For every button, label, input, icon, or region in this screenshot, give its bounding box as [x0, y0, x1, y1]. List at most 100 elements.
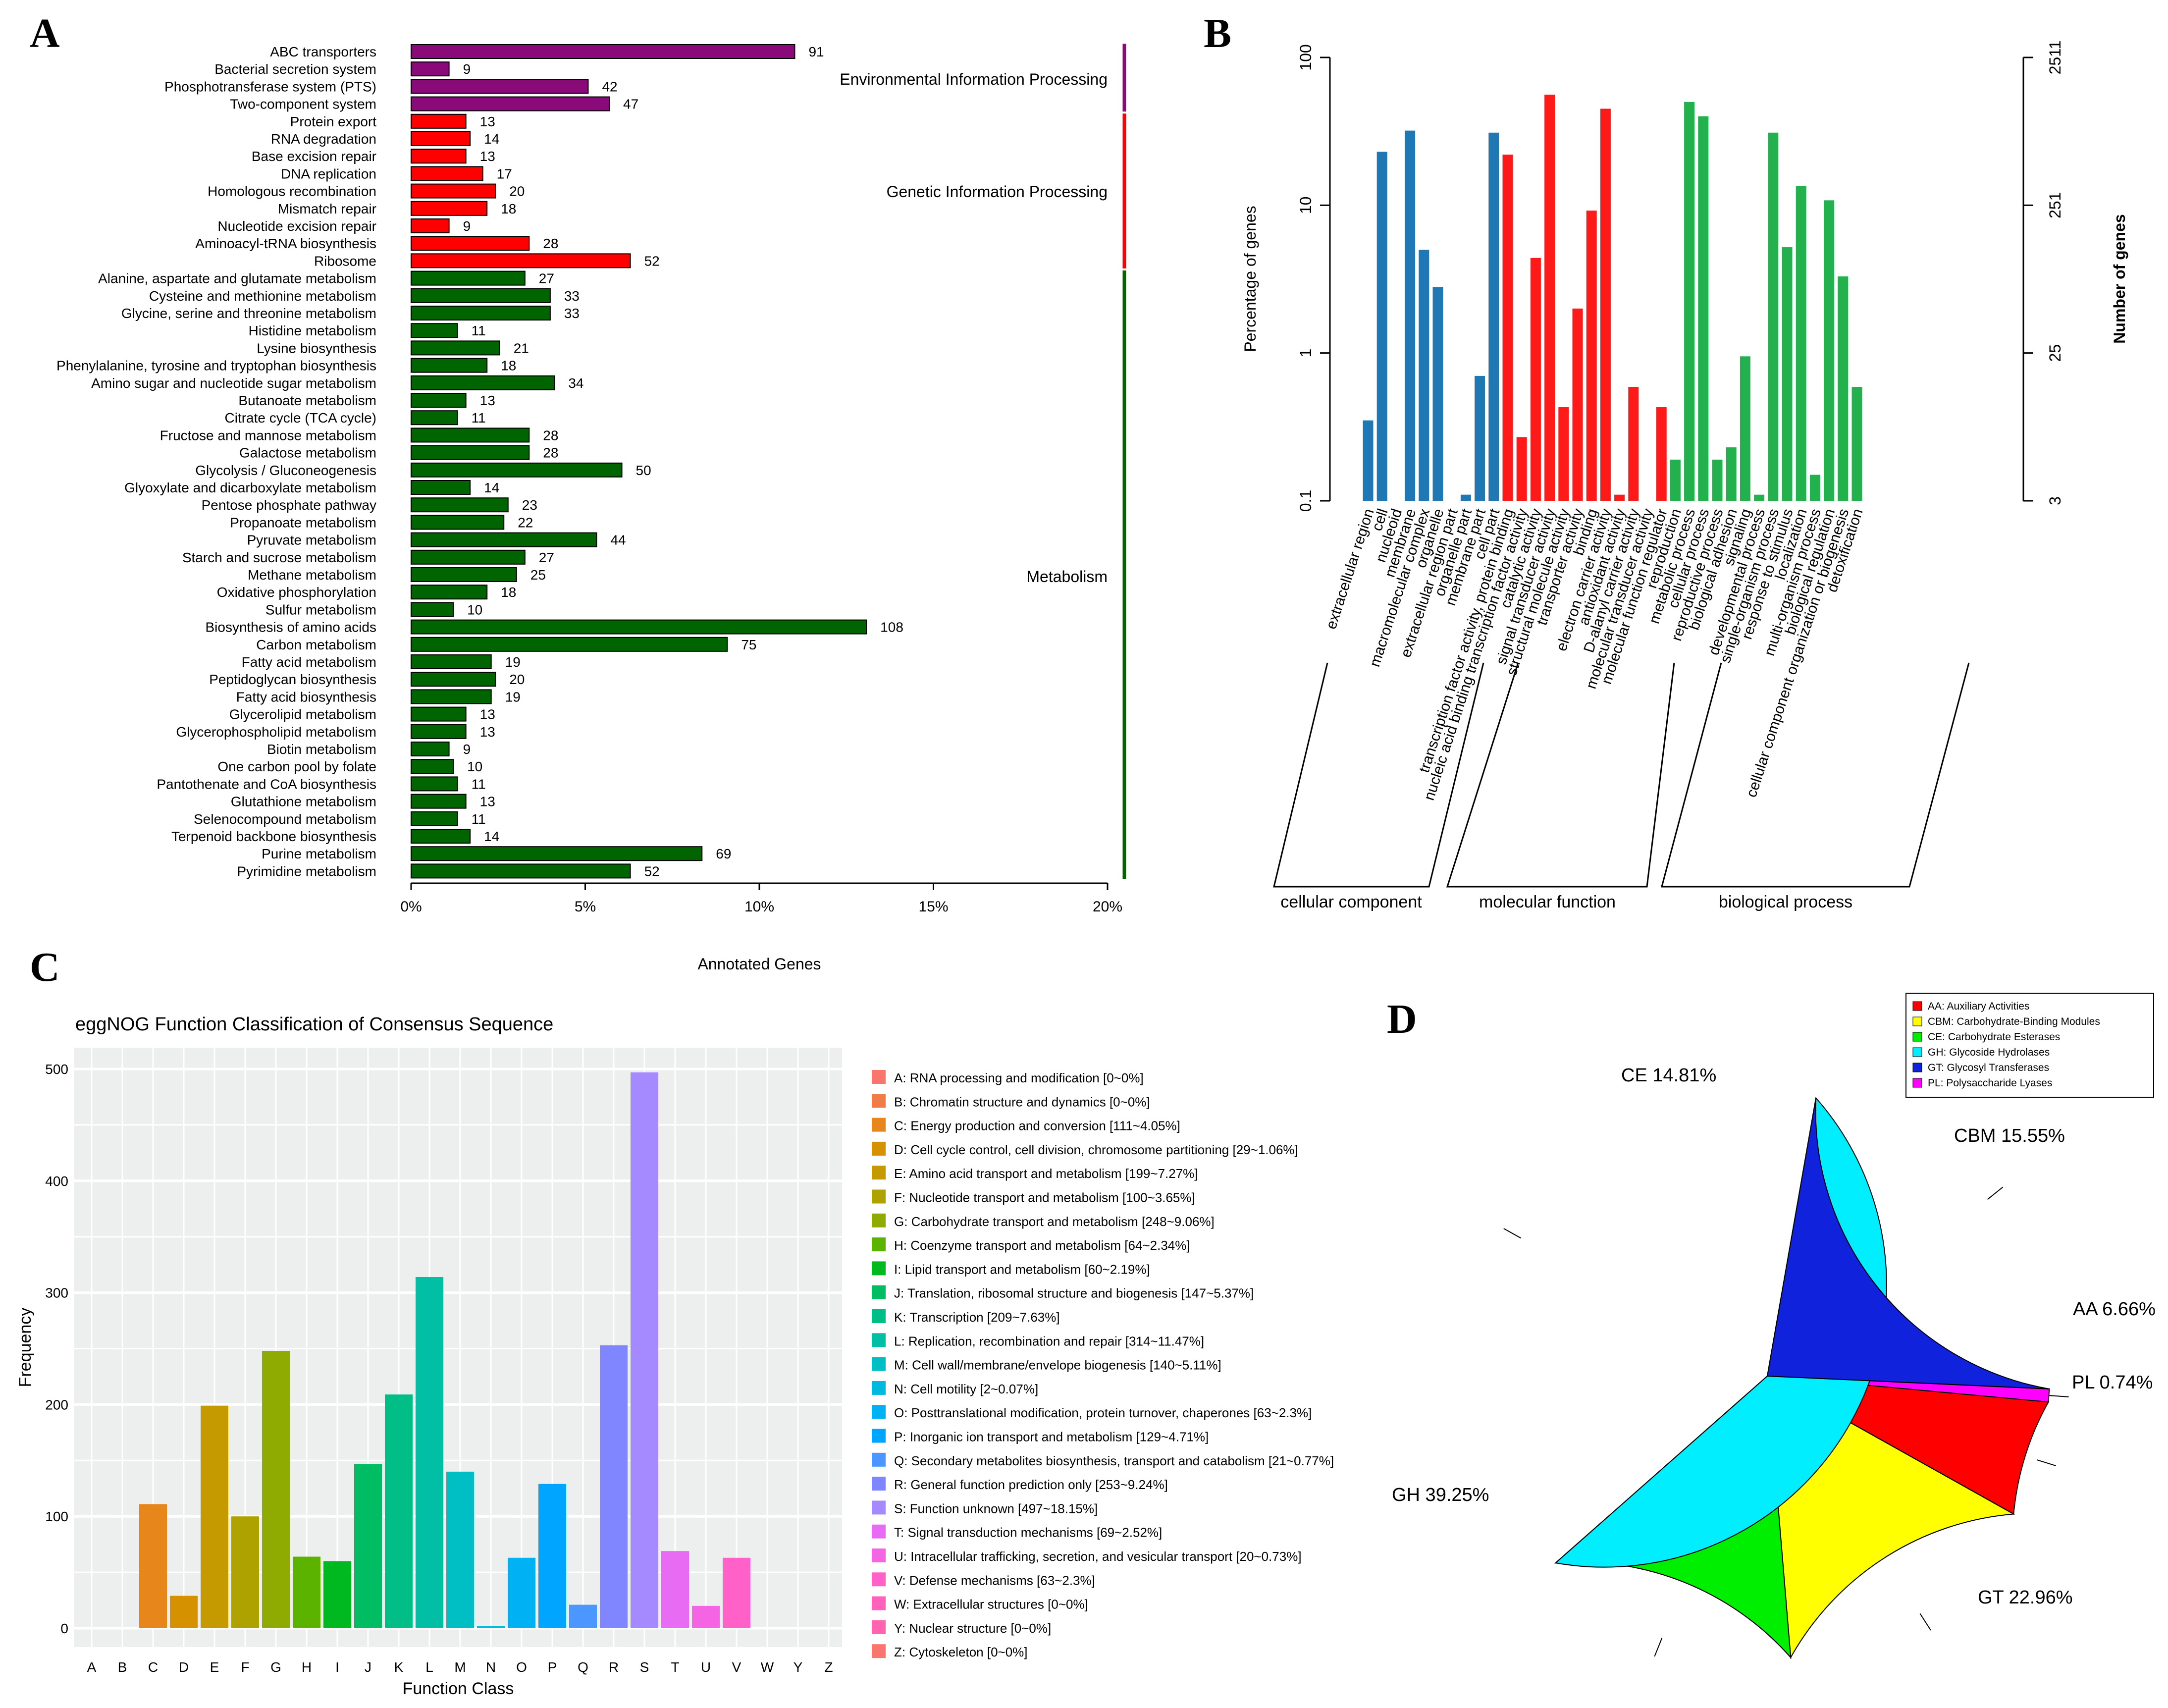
- kegg-category-label: Galactose metabolism: [239, 445, 376, 461]
- kegg-bar: [411, 863, 631, 879]
- kegg-value-label: 27: [539, 271, 554, 286]
- kegg-bar: [411, 306, 551, 320]
- go-group-bracket: [1273, 662, 1484, 888]
- pie-slice-label: GT 22.96%: [1978, 1587, 2073, 1608]
- go-bar: [1460, 494, 1471, 501]
- pie-slice-label: CBM 15.55%: [1954, 1125, 2065, 1146]
- eggnog-legend-label: D: Cell cycle control, cell division, ch…: [894, 1142, 1298, 1157]
- kegg-category-label: Pyrimidine metabolism: [237, 863, 376, 879]
- kegg-bar: [411, 113, 467, 129]
- eggnog-x-tick-label: S: [640, 1659, 649, 1675]
- eggnog-legend-label: I: Lipid transport and metabolism [60~2.…: [894, 1262, 1150, 1277]
- eggnog-bar: [631, 1072, 658, 1628]
- kegg-x-tick-label: 5%: [575, 899, 596, 915]
- eggnog-legend-label: C: Energy production and conversion [111…: [894, 1119, 1180, 1133]
- go-bar: [1600, 108, 1611, 501]
- eggnog-legend-label: G: Carbohydrate transport and metabolism…: [894, 1214, 1215, 1229]
- eggnog-x-tick-label: Z: [824, 1659, 833, 1675]
- go-bar: [1405, 130, 1416, 501]
- pie-slice: [1766, 1098, 2050, 1389]
- eggnog-x-tick-label: H: [302, 1659, 312, 1675]
- kegg-value-label: 13: [480, 707, 495, 722]
- eggnog-x-tick-label: K: [394, 1659, 404, 1675]
- kegg-value-label: 20: [509, 672, 525, 687]
- eggnog-x-tick-label: J: [365, 1659, 371, 1675]
- kegg-value-label: 19: [505, 689, 521, 704]
- kegg-value-label: 69: [716, 846, 731, 861]
- panel-letter-d: D: [1387, 996, 1417, 1042]
- kegg-category-label: Homologous recombination: [208, 184, 376, 199]
- eggnog-x-tick-label: I: [335, 1659, 339, 1675]
- go-group-label: molecular function: [1479, 893, 1616, 911]
- go-bar: [1614, 494, 1625, 501]
- kegg-group-label: Environmental Information Processing: [840, 70, 1108, 88]
- eggnog-y-axis-title: Frequency: [16, 1308, 35, 1388]
- eggnog-x-tick-label: T: [671, 1659, 679, 1675]
- go-group-label: cellular component: [1280, 893, 1422, 911]
- go-bar: [1572, 308, 1583, 501]
- go-bar: [1740, 356, 1750, 501]
- kegg-bar: [411, 654, 492, 669]
- pie-legend-label: CBM: Carbohydrate-Binding Modules: [1928, 1016, 2100, 1027]
- kegg-category-label: Glyoxylate and dicarboxylate metabolism: [124, 480, 376, 495]
- kegg-category-label: Glycolysis / Gluconeogenesis: [195, 463, 376, 478]
- kegg-value-label: 18: [501, 201, 516, 216]
- eggnog-bar: [262, 1351, 290, 1628]
- pie-leader-line: [1654, 1638, 1663, 1657]
- kegg-bar: [411, 410, 458, 426]
- pie-leader-line: [1987, 1186, 2004, 1200]
- eggnog-bar: [723, 1557, 750, 1628]
- kegg-bar: [411, 44, 795, 59]
- eggnog-legend-label: F: Nucleotide transport and metabolism […: [894, 1190, 1195, 1205]
- kegg-value-label: 18: [501, 585, 516, 600]
- kegg-value-label: 13: [480, 149, 495, 164]
- go-bar: [1656, 407, 1667, 501]
- eggnog-legend-label: Y: Nuclear structure [0~0%]: [894, 1621, 1051, 1636]
- kegg-x-tick-label: 20%: [1093, 899, 1122, 915]
- kegg-category-label: Glycine, serine and threonine metabolism: [121, 306, 376, 321]
- kegg-value-label: 91: [808, 44, 824, 59]
- kegg-bar: [411, 358, 488, 373]
- kegg-category-label: Glycerolipid metabolism: [229, 707, 376, 722]
- kegg-bar: [411, 131, 471, 146]
- kegg-bar: [411, 201, 488, 216]
- pie-legend-swatch: [1912, 1032, 1922, 1042]
- kegg-bar: [411, 497, 509, 513]
- panel-d-cazy-pie: PL 0.74% AA 6.66% CBM 15.55% CE 14.81% GH 39…: [1392, 993, 2156, 1659]
- kegg-value-label: 11: [472, 323, 486, 338]
- eggnog-legend-swatch: [872, 1596, 886, 1610]
- pie-legend-label: GH: Glycoside Hydrolases: [1928, 1047, 2050, 1058]
- kegg-category-label: Citrate cycle (TCA cycle): [225, 410, 377, 426]
- kegg-category-label: Histidine metabolism: [249, 323, 376, 338]
- kegg-value-label: 9: [463, 218, 471, 234]
- go-bar: [1628, 387, 1639, 501]
- kegg-bar: [411, 96, 610, 111]
- eggnog-bar: [508, 1557, 535, 1628]
- eggnog-x-tick-label: B: [118, 1659, 127, 1675]
- kegg-bar: [411, 515, 505, 530]
- eggnog-legend-swatch: [872, 1309, 886, 1323]
- kegg-category-label: Base excision repair: [252, 149, 376, 164]
- eggnog-bar: [139, 1504, 167, 1628]
- kegg-category-label: Mismatch repair: [278, 201, 376, 216]
- eggnog-legend-swatch: [872, 1285, 886, 1299]
- panel-letter-c: C: [30, 944, 60, 990]
- eggnog-x-tick-label: L: [425, 1659, 433, 1675]
- go-bar: [1768, 132, 1779, 501]
- eggnog-legend-label: L: Replication, recombination and repair…: [894, 1334, 1204, 1348]
- kegg-bar: [411, 706, 467, 722]
- eggnog-legend-label: N: Cell motility [2~0.07%]: [894, 1382, 1038, 1396]
- eggnog-legend-label: V: Defense mechanisms [63~2.3%]: [894, 1573, 1095, 1588]
- eggnog-x-axis-title: Function Class: [403, 1679, 514, 1698]
- kegg-category-label: Fatty acid metabolism: [242, 654, 376, 670]
- pie-legend-label: AA: Auxiliary Activities: [1928, 1001, 2029, 1012]
- go-bar: [1516, 437, 1527, 501]
- eggnog-legend-swatch: [872, 1405, 886, 1419]
- eggnog-x-tick-label: O: [516, 1659, 527, 1675]
- eggnog-legend-swatch: [872, 1644, 886, 1658]
- eggnog-bar: [446, 1471, 474, 1628]
- kegg-bar: [411, 375, 555, 390]
- kegg-bar: [411, 253, 631, 268]
- go-bar: [1530, 258, 1541, 501]
